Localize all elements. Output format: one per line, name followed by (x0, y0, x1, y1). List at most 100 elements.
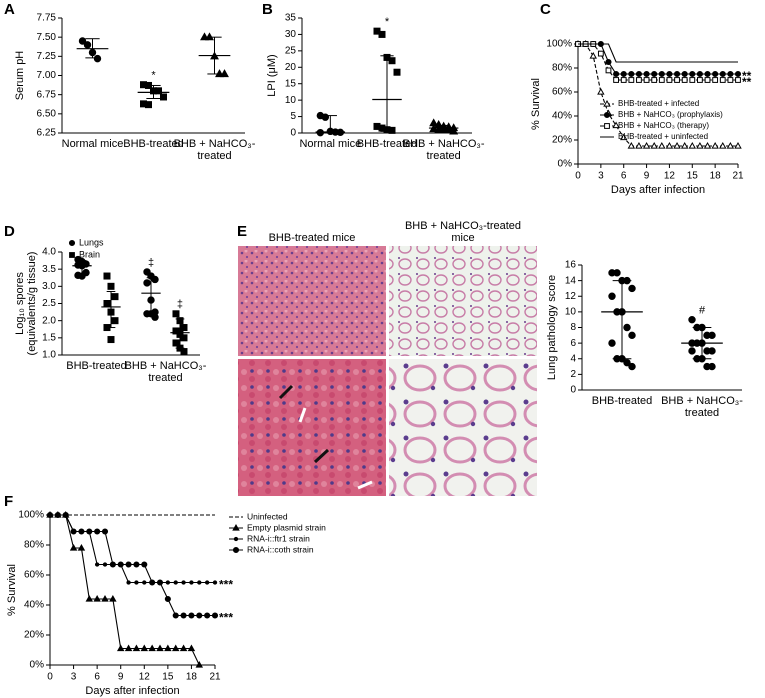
legend-label: RNA-i::coth strain (247, 544, 314, 554)
marker (605, 67, 612, 74)
x-tick-label-box: BHB + NaHCO₃-treated (403, 138, 485, 162)
y-tick-label: 4.0 (42, 247, 56, 258)
marker (429, 124, 439, 133)
marker (696, 141, 704, 149)
y-tick-label: 16 (565, 260, 577, 271)
image-title: BHB-treated mice (269, 232, 356, 244)
marker (603, 111, 611, 119)
x-tick-label: Normal mice (299, 138, 362, 150)
marker (651, 77, 658, 83)
marker (688, 315, 696, 324)
y-tick-label: 30 (285, 29, 297, 40)
marker (628, 331, 636, 340)
y-tick-label: 100% (546, 39, 572, 50)
x-tick-label: 9 (644, 171, 650, 182)
marker (712, 70, 719, 78)
annotation: ** (742, 75, 752, 89)
y-tick-label: 5 (290, 111, 296, 122)
survival-line (578, 43, 738, 81)
marker (698, 339, 706, 347)
x-tick-label: 12 (139, 672, 151, 683)
marker (107, 308, 115, 316)
marker (618, 355, 626, 363)
annotation: * (385, 16, 390, 28)
marker (703, 141, 712, 149)
x-tick-label-box: BHB-treated (592, 395, 653, 407)
y-tick-label: 20 (285, 62, 297, 73)
marker (608, 339, 616, 347)
marker (172, 339, 180, 347)
survival-line (50, 514, 200, 666)
marker (613, 77, 619, 83)
x-tick-label: 3 (598, 171, 604, 182)
marker (623, 323, 631, 332)
marker (605, 58, 612, 66)
marker (719, 77, 726, 83)
y-tick-label: 100% (18, 510, 44, 521)
marker (697, 77, 703, 83)
y-tick-label: 7.50 (37, 32, 57, 43)
marker (149, 579, 156, 586)
marker (102, 562, 108, 567)
marker (86, 528, 93, 535)
marker (205, 32, 214, 41)
y-axis-label: Serum pH (14, 51, 26, 101)
x-tick-label-box: BHB-treated (356, 138, 418, 150)
y-axis-label: Log₁₀ spores (14, 272, 26, 335)
marker (69, 252, 75, 258)
x-tick-label: BHB + NaHCO₃-treated (173, 138, 256, 162)
legend-label: BHB + NaHCO₃ (prophylaxis) (618, 110, 723, 119)
marker (704, 70, 711, 78)
marker (164, 595, 171, 603)
y-tick-label: 7.75 (37, 13, 57, 24)
marker (210, 51, 219, 60)
marker (204, 612, 211, 619)
marker (696, 70, 703, 78)
marker (666, 77, 673, 83)
x-tick-label: BHB-treated (123, 138, 184, 150)
marker (665, 141, 674, 149)
image-title-box: BHB + NaHCO₃-treated mice (405, 220, 521, 244)
marker (172, 612, 179, 619)
marker (393, 68, 401, 76)
marker (125, 561, 132, 568)
marker (232, 523, 240, 531)
marker (173, 580, 178, 585)
x-tick-label-box: BHB + NaHCO₃-treated (125, 360, 207, 384)
marker (620, 70, 627, 78)
marker (107, 282, 115, 290)
marker (134, 580, 139, 585)
marker (698, 355, 706, 363)
x-tick-label: BHB-treated (356, 138, 418, 150)
x-tick-label: 6 (621, 171, 627, 182)
marker (704, 77, 711, 83)
histology-image (389, 359, 537, 496)
marker (94, 528, 101, 535)
x-axis-label: Days after infection (85, 685, 179, 697)
x-tick-label: 18 (186, 672, 198, 683)
y-tick-label: 12 (565, 291, 577, 302)
y-tick-label: 40% (552, 111, 572, 122)
marker (132, 644, 141, 652)
marker (726, 141, 735, 149)
legend-label: Brain (79, 249, 100, 259)
y-tick-label: 25 (285, 45, 297, 56)
marker (101, 528, 109, 535)
y-tick-label: 15 (285, 78, 297, 89)
marker (172, 310, 180, 318)
annotation: ‡ (177, 299, 183, 311)
y-tick-label: 0% (30, 660, 45, 671)
x-tick-label: 15 (162, 672, 174, 683)
marker (212, 580, 218, 585)
y-tick-label: 0 (290, 128, 296, 139)
y-tick-label: 10 (285, 95, 297, 106)
marker (628, 362, 636, 371)
marker (232, 546, 240, 554)
y-tick-label: 10 (565, 307, 577, 318)
y-tick-label: 1.5 (42, 332, 56, 343)
marker (233, 536, 239, 542)
marker (111, 317, 119, 325)
marker (434, 124, 444, 133)
marker (681, 70, 688, 78)
marker (635, 141, 643, 149)
